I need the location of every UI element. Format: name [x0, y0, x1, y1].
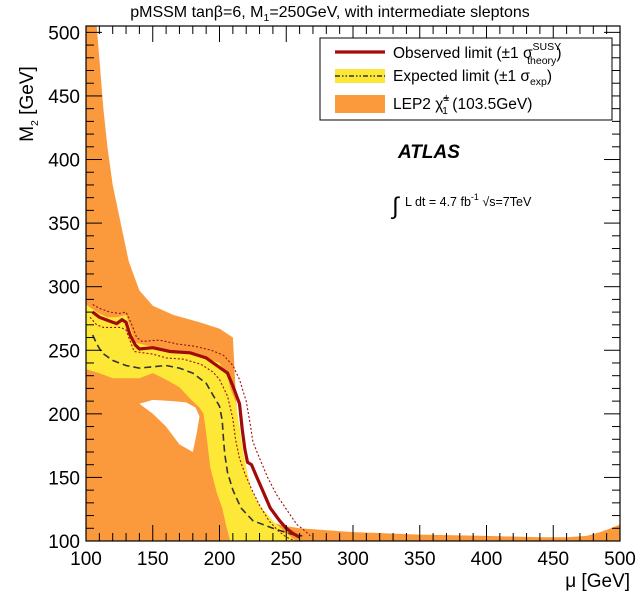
legend-expected-label: Expected limit (±1 σexp) [393, 68, 552, 88]
x-tick-labels: 100 150 200 250 300 350 400 450 500 [70, 549, 636, 570]
y-axis-title-subscript: 2 [29, 120, 41, 126]
chart-title-rest: =250GeV, with intermediate sleptons [269, 4, 529, 21]
x-tick-label: 450 [537, 549, 569, 570]
y-tick-label: 150 [48, 468, 80, 489]
expected-limit-line [91, 334, 303, 537]
legend: Observed limit (±1 σSUSY theory) Expected… [319, 37, 613, 121]
y-tick-label: 500 [48, 23, 80, 44]
x-tick-label: 100 [70, 549, 102, 570]
expected-band-area [86, 304, 297, 541]
y-tick-label: 350 [48, 214, 80, 235]
x-tick-label: 500 [604, 549, 636, 570]
x-tick-label: 350 [404, 549, 436, 570]
luminosity-sqrt-s: √s=7TeV [479, 195, 532, 209]
y-axis-title: M2 [GeV] [17, 66, 41, 142]
observed-minus-sigma-line [89, 316, 296, 541]
x-tick-label: 200 [204, 549, 236, 570]
chart-title: pMSSM tanβ=6, M1=250GeV, with intermedia… [130, 4, 530, 24]
x-tick-label: 300 [337, 549, 369, 570]
legend-observed-text: Observed limit (±1 σ [393, 45, 533, 62]
legend-lep-label: LEP2 χ̃± 1 (103.5GeV) [393, 92, 532, 117]
legend-expected-close: ) [547, 68, 552, 85]
legend-expected-text: Expected limit (±1 σ [393, 68, 530, 85]
y-tick-label: 100 [48, 532, 80, 553]
y-tick-label: 450 [48, 87, 80, 108]
legend-expected-sub: exp [530, 76, 547, 88]
y-tick-label: 300 [48, 278, 80, 299]
experiment-label: ATLAS [397, 142, 460, 163]
y-tick-label: 200 [48, 405, 80, 426]
y-axis-title-main: M [17, 126, 38, 142]
band-gap-area [139, 399, 200, 452]
luminosity-sup: -1 [471, 192, 479, 202]
y-tick-labels: 100 150 200 250 300 350 400 450 500 [48, 23, 80, 553]
x-axis-title: μ [GeV] [565, 571, 630, 592]
legend-lep-chi-sub: 1 [442, 105, 448, 117]
legend-observed-close: ) [556, 45, 561, 62]
chart-title-main: pMSSM tanβ=6, M [130, 4, 263, 21]
luminosity-text: L dt = 4.7 fb [405, 195, 471, 209]
y-axis-title-rest: [GeV] [17, 66, 38, 120]
plot-content [86, 26, 620, 541]
y-tick-label: 250 [48, 341, 80, 362]
y-tick-label: 400 [48, 151, 80, 172]
x-tick-label: 400 [471, 549, 503, 570]
chart-title-subscript: 1 [263, 12, 269, 24]
x-tick-label: 150 [137, 549, 169, 570]
observed-plus-sigma-line [92, 304, 311, 537]
legend-lep-swatch [335, 95, 385, 113]
axis-ticks [85, 26, 621, 542]
legend-observed-sup: SUSY [533, 41, 562, 53]
luminosity-integral: ∫ [390, 193, 400, 220]
legend-observed-label: Observed limit (±1 σSUSY theory) [393, 41, 561, 67]
legend-lep-rest: (103.5GeV) [448, 96, 532, 113]
observed-limit-line [91, 310, 301, 539]
x-tick-label: 250 [270, 549, 302, 570]
luminosity-label: L dt = 4.7 fb-1 √s=7TeV [405, 192, 532, 209]
legend-observed-sub: theory [527, 55, 557, 67]
lep-lower-left-area [86, 373, 213, 541]
legend-lep-chi-sup: ± [443, 92, 449, 104]
legend-lep-text: LEP2 [393, 96, 435, 113]
